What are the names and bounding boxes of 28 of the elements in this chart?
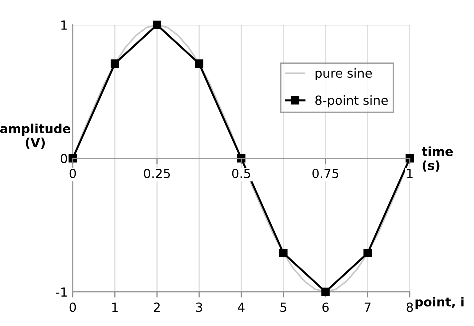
point	[322, 288, 330, 296]
x-tick-label: 8	[406, 302, 414, 312]
point	[195, 60, 204, 68]
x-tick-label: 5	[280, 302, 287, 312]
point	[153, 20, 162, 30]
x-tick-label: 7	[364, 302, 371, 312]
x2-tick-label: 0.75	[312, 168, 339, 178]
legend-label: 8-point sine	[316, 95, 388, 108]
y-tick-label: 1	[62, 20, 67, 30]
x-tick-label: 0	[70, 302, 76, 312]
x-tick-label: 6	[322, 302, 329, 312]
x-tick-label: 4	[238, 302, 245, 312]
x-tick-label: 1	[112, 302, 118, 312]
x-tick-label: 2	[154, 302, 160, 312]
y-axis-title: amplitude (V)	[0, 124, 71, 150]
x2-tick-label: 1	[407, 169, 413, 178]
y-tick-label: 0	[61, 154, 68, 164]
point	[110, 60, 120, 68]
x-axis-title: point, i	[416, 297, 464, 310]
point	[279, 249, 288, 258]
legend-label: pure sine	[316, 68, 372, 80]
x2-tick-label: 0.5	[232, 168, 250, 178]
x2-axis-title: time (s)	[422, 146, 454, 172]
x-tick-label: 3	[196, 302, 202, 312]
point	[364, 249, 372, 258]
x2-tick-label: 0	[70, 168, 76, 178]
x2-tick-label: 0.25	[144, 168, 170, 178]
y-tick-label: -1	[56, 288, 67, 297]
